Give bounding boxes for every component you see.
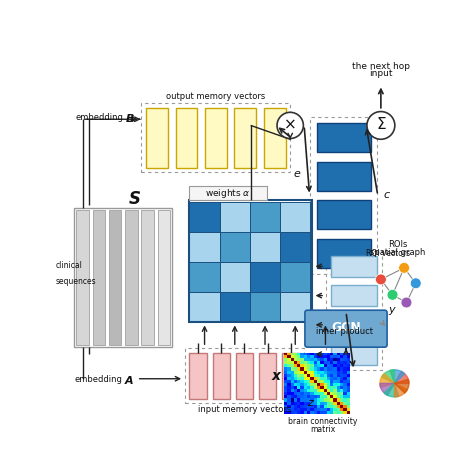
Text: e: e bbox=[293, 169, 300, 179]
Text: Σ: Σ bbox=[376, 117, 386, 132]
Text: y: y bbox=[388, 305, 394, 315]
Bar bbox=[310, 117, 377, 274]
Text: output memory vectors: output memory vectors bbox=[166, 92, 265, 101]
Bar bbox=[190, 200, 312, 322]
Text: ROI vectors: ROI vectors bbox=[366, 249, 410, 258]
Circle shape bbox=[399, 263, 410, 273]
Bar bbox=[219, 201, 250, 232]
Bar bbox=[76, 210, 89, 345]
Bar bbox=[250, 292, 280, 322]
Text: A: A bbox=[124, 376, 133, 386]
Bar bbox=[175, 108, 197, 168]
Bar bbox=[125, 210, 137, 345]
Bar bbox=[109, 210, 121, 345]
Bar bbox=[330, 255, 377, 277]
Text: z: z bbox=[307, 398, 313, 409]
Bar bbox=[330, 343, 377, 365]
Bar bbox=[141, 103, 290, 173]
Circle shape bbox=[367, 111, 395, 139]
Text: sequences: sequences bbox=[55, 277, 96, 286]
Text: c: c bbox=[383, 191, 389, 201]
Bar bbox=[235, 108, 256, 168]
Bar bbox=[146, 108, 168, 168]
Text: weights $\alpha$: weights $\alpha$ bbox=[205, 187, 251, 200]
Text: x: x bbox=[272, 369, 281, 383]
Bar bbox=[250, 232, 280, 262]
Bar bbox=[219, 292, 250, 322]
Bar bbox=[250, 262, 280, 292]
Text: the next hop: the next hop bbox=[352, 62, 410, 71]
Bar bbox=[330, 285, 377, 306]
Text: input memory vectors: input memory vectors bbox=[198, 405, 291, 414]
Bar bbox=[190, 186, 267, 200]
Text: matrix: matrix bbox=[310, 425, 336, 434]
Bar bbox=[317, 162, 371, 191]
FancyBboxPatch shape bbox=[305, 310, 387, 347]
Text: B: B bbox=[126, 114, 135, 124]
Bar bbox=[219, 262, 250, 292]
Bar bbox=[205, 108, 227, 168]
Bar bbox=[190, 201, 219, 232]
Bar bbox=[219, 232, 250, 262]
Bar bbox=[141, 210, 154, 345]
Bar bbox=[283, 353, 300, 399]
Bar bbox=[264, 108, 285, 168]
Circle shape bbox=[410, 278, 421, 289]
Bar bbox=[326, 251, 382, 370]
Text: embedding: embedding bbox=[74, 375, 122, 384]
Bar bbox=[280, 292, 310, 322]
Bar bbox=[190, 353, 207, 399]
Bar bbox=[317, 238, 371, 268]
Text: S: S bbox=[129, 190, 141, 208]
Bar bbox=[330, 314, 377, 336]
Circle shape bbox=[375, 274, 386, 285]
Bar bbox=[236, 353, 253, 399]
Bar bbox=[317, 200, 371, 229]
Text: ×: × bbox=[284, 117, 297, 132]
Text: spatial graph: spatial graph bbox=[370, 248, 426, 257]
Bar bbox=[190, 232, 219, 262]
Bar bbox=[317, 123, 371, 152]
Bar bbox=[92, 210, 105, 345]
Bar bbox=[213, 353, 230, 399]
Bar bbox=[190, 262, 219, 292]
Text: input: input bbox=[369, 69, 392, 78]
Text: brain connectivity: brain connectivity bbox=[288, 417, 357, 426]
Bar bbox=[250, 201, 280, 232]
Bar bbox=[74, 208, 173, 347]
Bar bbox=[280, 262, 310, 292]
Bar bbox=[158, 210, 170, 345]
Text: inner product: inner product bbox=[316, 327, 373, 336]
Circle shape bbox=[387, 290, 398, 300]
Text: embedding: embedding bbox=[76, 113, 124, 122]
Bar bbox=[259, 353, 276, 399]
Text: ROIs: ROIs bbox=[388, 240, 408, 249]
Bar bbox=[280, 232, 310, 262]
Bar bbox=[280, 201, 310, 232]
Text: GCN: GCN bbox=[331, 321, 361, 335]
Circle shape bbox=[277, 112, 303, 138]
Bar bbox=[185, 348, 304, 403]
Bar bbox=[190, 292, 219, 322]
Circle shape bbox=[401, 297, 412, 308]
Text: clinical: clinical bbox=[55, 262, 82, 271]
